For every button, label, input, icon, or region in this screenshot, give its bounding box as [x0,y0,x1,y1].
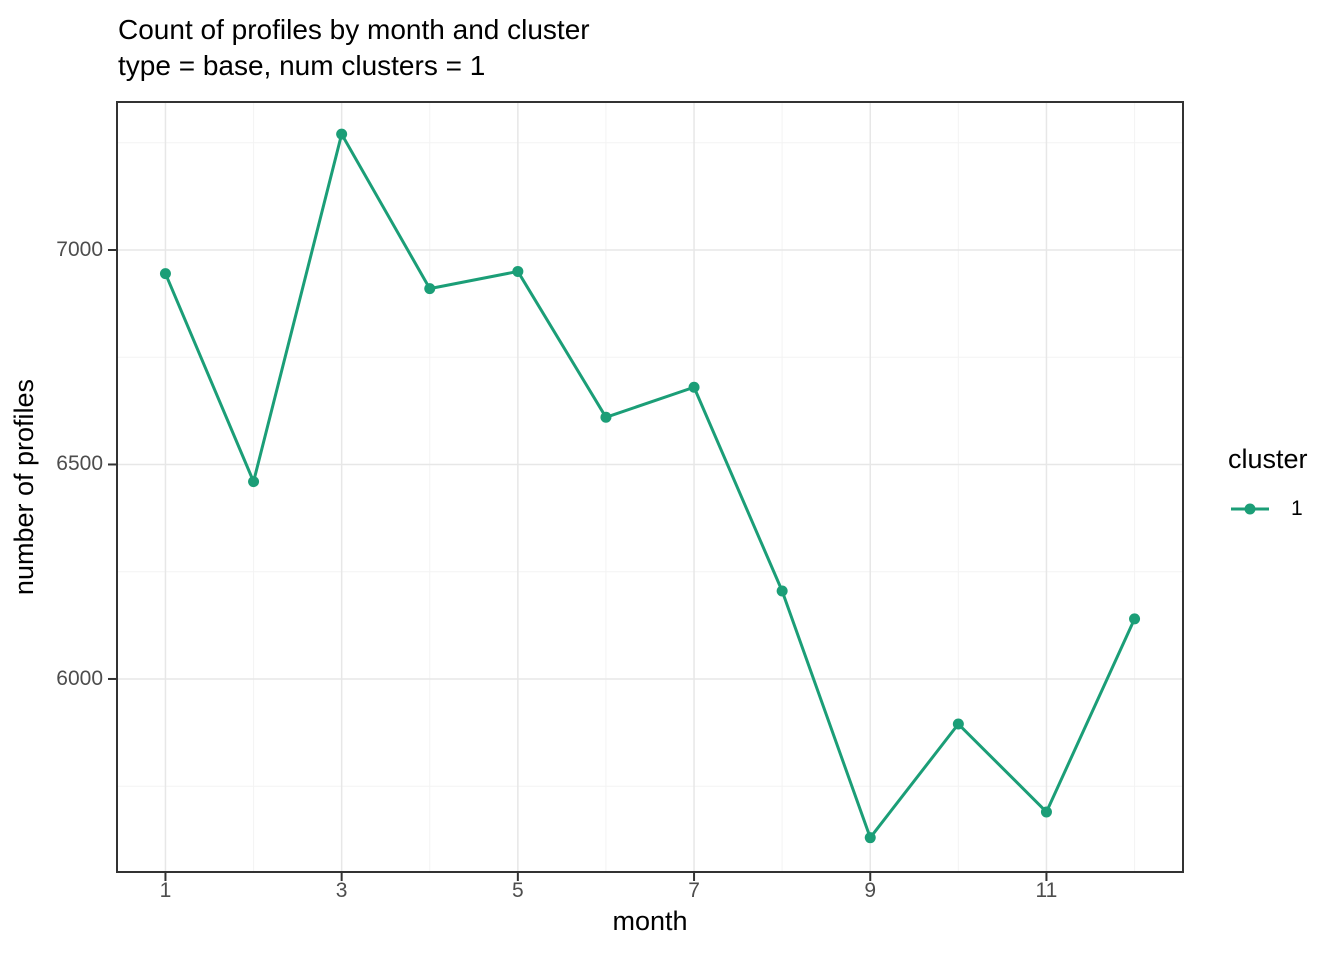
y-axis-title: number of profiles [9,378,39,596]
y-tick-label: 6000 [56,666,103,690]
x-tick-label: 3 [335,879,348,902]
series-line [164,132,1136,840]
data-point [952,718,964,730]
legend-key-icon [1231,503,1269,515]
x-tick-label: 1 [159,879,172,902]
data-point [1040,806,1052,818]
y-tick-label: 6500 [56,452,103,476]
chart-subtitle: type = base, num clusters = 1 [118,50,486,81]
panel-background [117,102,1183,872]
legend: cluster 1 [1228,443,1308,521]
data-point [688,381,700,393]
x-tick-label: 9 [864,879,877,902]
chart-title: Count of profiles by month and cluster [118,14,590,45]
data-point [512,265,524,277]
data-point [600,411,612,423]
data-point [424,283,436,295]
panel-border [116,101,1184,873]
legend-item: 1 [1228,497,1308,521]
x-tick-label: 7 [688,879,700,902]
legend-title: cluster [1228,444,1308,474]
data-point [336,128,348,140]
data-point [248,476,260,488]
x-axis-title: month [612,906,688,936]
y-tick-label: 7000 [56,237,103,261]
x-tick-label: 11 [1035,879,1058,902]
legend-label: 1 [1291,497,1303,520]
data-point [864,832,876,844]
x-tick-label: 5 [512,879,524,902]
legend-key-point [1244,503,1256,515]
data-point [776,585,788,597]
data-point [159,268,171,280]
data-point [1129,613,1141,625]
